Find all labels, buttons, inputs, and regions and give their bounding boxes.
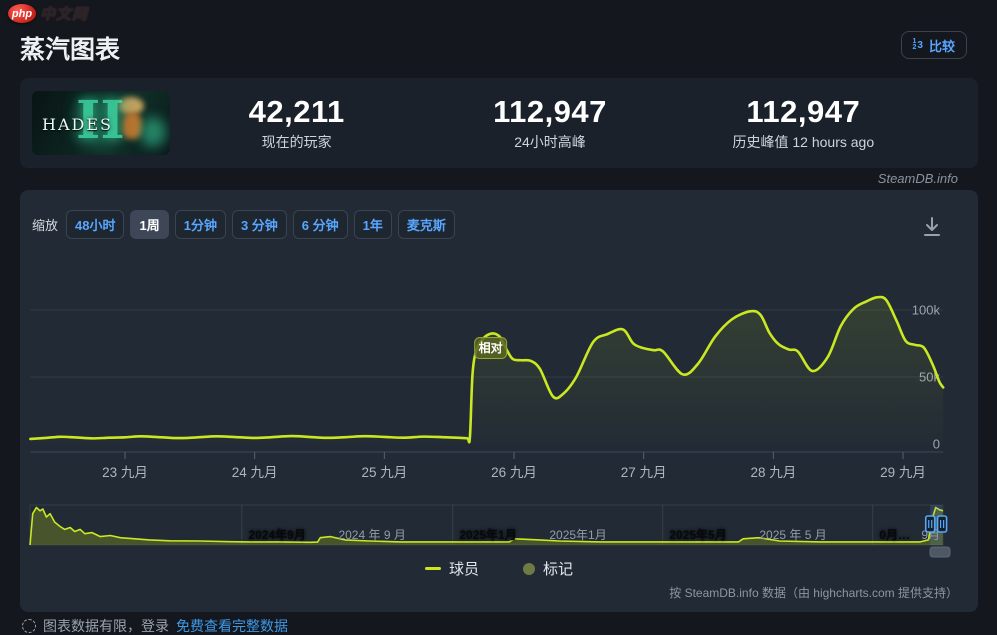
stat-block-0: 42,211 现在的玩家: [170, 94, 423, 152]
navigator-axis-label-blob: 2025年5月: [669, 527, 726, 542]
banner-character-art: [140, 117, 166, 147]
stat-value: 112,947: [493, 94, 607, 129]
x-axis-label: 23 九月: [102, 465, 148, 480]
navigator-handle-left[interactable]: [924, 515, 936, 533]
navigator-handle-right[interactable]: [936, 515, 948, 533]
navigator-axis-label-blob: 0月…: [879, 528, 910, 542]
range-buttons: 48小时 1周 1分钟 3 分钟 6 分钟 1年 麦克斯: [66, 210, 455, 239]
site-brand[interactable]: php 中文网: [8, 3, 88, 24]
compare-button-label: 比较: [928, 38, 955, 54]
banner-character-art: [122, 113, 142, 139]
stat-block-2: 112,947 历史峰值 12 hours ago: [677, 94, 930, 152]
stat-block-1: 112,947 24小时高峰: [423, 94, 676, 152]
php-logo-icon: php: [8, 4, 36, 23]
range-button-4[interactable]: 6 分钟: [292, 210, 348, 239]
relative-flag-marker[interactable]: [474, 337, 508, 360]
y-axis-label: 100k: [912, 303, 941, 318]
legend-item-0[interactable]: 球员: [424, 558, 479, 579]
range-button-3[interactable]: 3 分钟: [231, 210, 287, 239]
navigator-line: [29, 506, 944, 546]
navigator-axis-label-blob: 2025年1月: [459, 527, 516, 542]
relative-flag-label: 相对: [479, 340, 503, 355]
range-button-2[interactable]: 1分钟: [174, 210, 226, 239]
player-series-line[interactable]: [29, 295, 945, 444]
player-series-area: [30, 296, 944, 444]
legend-label: 球员: [448, 561, 479, 578]
steamdb-watermark: SteamDB.info: [877, 171, 958, 186]
stats-panel: II HADES 42,211 现在的玩家 112,947 24小时高峰 112,947…: [20, 78, 978, 168]
range-button-6[interactable]: 麦克斯: [397, 210, 455, 239]
legend-line-swatch: [424, 567, 441, 570]
x-axis-label: 26 九月: [491, 465, 537, 480]
stat-value: 42,211: [248, 94, 345, 129]
chart-navigator[interactable]: 2024年9月 2024 年 9 月 2025年1月 2025年1月 2025年5月 20…: [20, 502, 978, 560]
legend-marker-swatch: [523, 562, 535, 575]
free-full-data-link[interactable]: 免费查看完整数据: [176, 618, 288, 634]
x-axis-label: 24 九月: [232, 465, 278, 480]
navigator-selected-range[interactable]: [930, 505, 943, 545]
legend-item-1[interactable]: 标记: [523, 558, 573, 579]
chart-credits[interactable]: 按 SteamDB.info 数据（由 highcharts.com 提供支持）: [669, 586, 958, 600]
banner-numeral: II: [76, 91, 125, 151]
limited-data-notice: 图表数据有限，登录 免费查看完整数据: [22, 616, 288, 635]
page-title: 蒸汽图表: [20, 36, 121, 64]
game-banner[interactable]: II HADES: [32, 91, 170, 155]
site-name: 中文网: [40, 6, 89, 23]
x-axis-label: 25 九月: [361, 465, 407, 480]
navigator-scrollbar-thumb[interactable]: [929, 546, 951, 558]
loading-circle-icon: [22, 619, 36, 633]
limited-data-text: 图表数据有限，登录: [43, 618, 169, 634]
navigator-axis-label: 2024 年 9 月: [338, 528, 405, 542]
navigator-area: [30, 507, 943, 545]
stat-value: 112,947: [746, 94, 861, 129]
range-button-5[interactable]: 1年: [353, 210, 392, 239]
stats-row: 42,211 现在的玩家 112,947 24小时高峰 112,947 历史峰值 12 h…: [170, 94, 930, 152]
navigator-axis-label: 2025 年 5 月: [759, 528, 826, 542]
chart-toolbar: 缩放 48小时 1周 1分钟 3 分钟 6 分钟 1年 麦克斯: [32, 210, 455, 239]
x-axis-label: 27 九月: [621, 465, 667, 480]
x-axis-label: 28 九月: [750, 465, 796, 480]
stat-label: 历史峰值 12 hours ago: [732, 134, 875, 150]
download-icon[interactable]: [918, 212, 946, 240]
stat-label: 24小时高峰: [514, 134, 586, 150]
chart-legend: 球员 标记: [20, 558, 978, 579]
banner-game-title: HADES: [42, 115, 113, 134]
banner-character-art: [118, 97, 144, 115]
legend-label: 标记: [543, 561, 574, 578]
range-button-1[interactable]: 1周: [130, 210, 169, 239]
range-button-0[interactable]: 48小时: [66, 210, 125, 239]
navigator-axis-label: 2025年1月: [549, 528, 606, 542]
stat-label: 现在的玩家: [261, 134, 332, 150]
navigator-axis-label-blob: 2024年9月: [248, 527, 305, 542]
zoom-label: 缩放: [32, 218, 59, 233]
x-axis-label: 29 九月: [880, 465, 926, 480]
